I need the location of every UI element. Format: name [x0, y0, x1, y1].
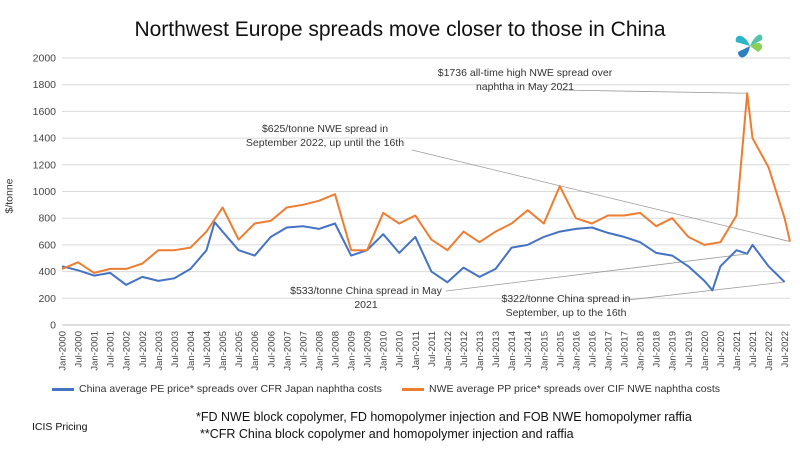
- y-tick-label: 2000: [33, 53, 57, 65]
- y-tick-label: 0: [50, 320, 56, 332]
- x-tick-label: Jul-2014: [523, 331, 534, 367]
- x-tick-label: Jan-2006: [250, 331, 261, 371]
- x-tick-label: Jan-2003: [154, 331, 165, 371]
- x-tick-label: Jul-2003: [170, 331, 181, 367]
- y-tick-label: 800: [38, 213, 56, 225]
- y-tick-label: 600: [38, 239, 56, 251]
- x-tick-label: Jul-2007: [298, 331, 309, 367]
- x-tick-label: Jan-2004: [186, 331, 197, 371]
- x-tick-label: Jan-2007: [282, 331, 293, 371]
- x-tick-label: Jan-2016: [571, 331, 582, 371]
- legend-swatch-nwe: [402, 387, 424, 391]
- x-tick-label: Jan-2002: [122, 331, 133, 371]
- y-tick-label: 1800: [33, 79, 57, 91]
- y-tick-label: 1600: [33, 106, 57, 118]
- legend-item-nwe: NWE average PP price* spreads over CIF N…: [402, 383, 720, 395]
- x-tick-label: Jul-2006: [266, 331, 277, 367]
- x-tick-label: Jan-2013: [475, 331, 486, 371]
- x-tick-label: Jul-2002: [138, 331, 149, 367]
- x-tick-label: Jan-2009: [347, 331, 358, 371]
- x-tick-label: Jul-2012: [459, 331, 470, 367]
- x-tick-label: Jul-2005: [234, 331, 245, 367]
- x-tick-label: Jan-2011: [411, 331, 422, 370]
- x-tick-label: Jul-2020: [716, 331, 727, 367]
- leader-line-nwe-high: [559, 89, 748, 94]
- footnote-nwe: *FD NWE block copolymer, FD homopolymer …: [196, 410, 692, 424]
- x-tick-label: Jan-2010: [379, 331, 390, 371]
- x-tick-label: Jul-2019: [684, 331, 695, 367]
- x-tick-label: Jul-2015: [555, 331, 566, 367]
- x-tick-label: Jan-2005: [218, 331, 229, 371]
- x-tick-label: Jul-2016: [587, 331, 598, 367]
- y-tick-label: 1200: [33, 159, 57, 171]
- x-tick-label: Jul-2001: [106, 331, 117, 367]
- x-tick-label: Jan-2017: [604, 331, 615, 371]
- annotation-nwe-sept-2022: $625/tonne NWE spread in September 2022,…: [245, 123, 405, 149]
- y-tick-label: 1000: [33, 186, 57, 198]
- x-tick-label: Jan-2021: [732, 331, 743, 371]
- x-tick-label: Jan-2000: [58, 331, 69, 371]
- x-tick-label: Jul-2008: [331, 331, 342, 367]
- x-tick-label: Jul-2018: [652, 331, 663, 367]
- x-tick-label: Jul-2021: [748, 331, 759, 367]
- x-tick-label: Jan-2008: [314, 331, 325, 371]
- x-tick-label: Jan-2020: [700, 331, 711, 371]
- legend-item-china: China average PE price* spreads over CFR…: [52, 383, 382, 395]
- x-tick-label: Jan-2014: [507, 331, 518, 371]
- footnote-china: **CFR China block copolymer and homopoly…: [200, 427, 574, 441]
- series-line-nwe: [61, 92, 791, 274]
- legend-label-nwe: NWE average PP price* spreads over CIF N…: [429, 383, 721, 395]
- legend-label-china: China average PE price* spreads over CFR…: [79, 383, 382, 395]
- annotation-nwe-high: $1736 all-time high NWE spread over naph…: [437, 67, 613, 93]
- leader-line-china-sept-2022: [627, 281, 785, 301]
- source-label: ICIS Pricing: [32, 421, 88, 433]
- annotation-china-sept-2022: $322/tonne China spread in September, up…: [501, 293, 631, 319]
- x-tick-label: Jan-2019: [668, 331, 679, 371]
- x-tick-label: Jan-2015: [539, 331, 550, 371]
- y-tick-label: 1400: [33, 133, 57, 145]
- annotation-china-may-2021: $533/tonne China spread in May 2021: [290, 285, 442, 311]
- x-tick-label: Jul-2017: [620, 331, 631, 367]
- x-tick-label: Jan-2018: [636, 331, 647, 371]
- legend-swatch-china: [52, 387, 74, 391]
- series-line-china: [61, 221, 786, 292]
- leader-line-china-may-2021: [445, 253, 748, 292]
- icis-pinwheel-logo-icon: [735, 34, 763, 58]
- x-tick-label: Jan-2022: [764, 331, 775, 371]
- x-tick-label: Jul-2022: [780, 331, 791, 367]
- chart-title: Northwest Europe spreads move closer to …: [134, 18, 666, 41]
- x-tick-label: Jan-2001: [90, 331, 101, 371]
- y-tick-label: 200: [38, 293, 56, 305]
- x-tick-label: Jan-2012: [443, 331, 454, 371]
- leader-line-nwe-sept-2022: [411, 149, 791, 242]
- y-tick-label: 400: [38, 266, 56, 278]
- x-tick-label: Jul-2004: [202, 331, 213, 367]
- x-tick-label: Jul-2013: [491, 331, 502, 367]
- x-tick-label: Jul-2000: [74, 331, 85, 367]
- x-tick-label: Jul-2011: [427, 331, 438, 367]
- x-tick-label: Jul-2009: [363, 331, 374, 367]
- x-tick-label: Jul-2010: [395, 331, 406, 367]
